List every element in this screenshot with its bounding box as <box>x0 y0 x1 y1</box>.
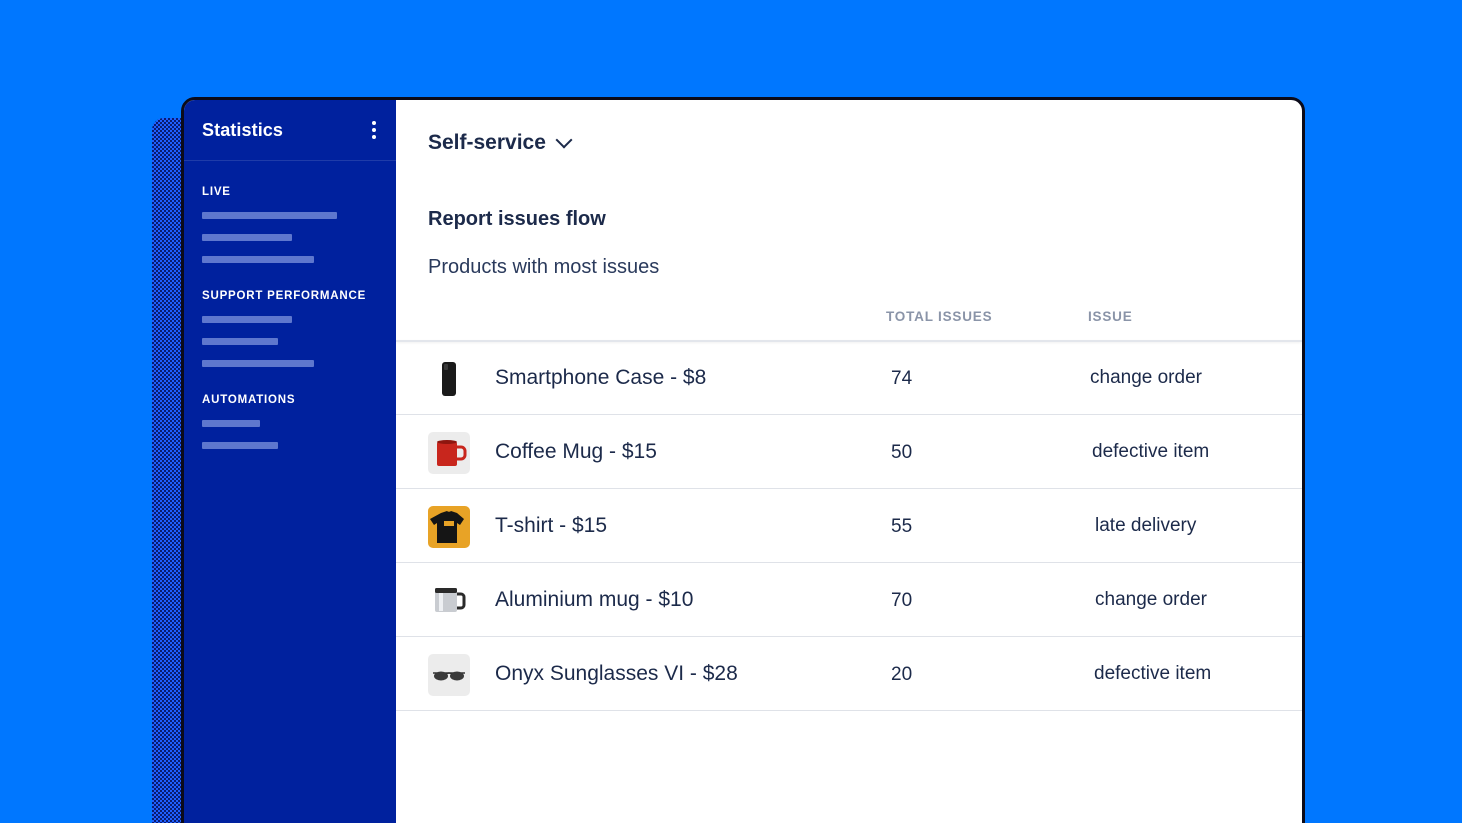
product-name: Coffee Mug - $15 <box>495 440 657 463</box>
sidebar-item-placeholder[interactable] <box>202 234 292 241</box>
phone-case-icon <box>428 358 470 400</box>
table-row[interactable]: Onyx Sunglasses VI - $28 20 defective it… <box>396 638 1302 711</box>
sidebar-item-placeholder[interactable] <box>202 420 260 427</box>
dropdown-label: Self-service <box>428 131 546 154</box>
product-name: Smartphone Case - $8 <box>495 366 707 389</box>
product-name: T-shirt - $15 <box>495 514 608 537</box>
coffee-mug-icon <box>428 432 470 474</box>
sidebar-section-label: AUTOMATIONS <box>202 394 296 406</box>
sidebar-item-placeholder[interactable] <box>202 442 278 449</box>
app-window: Statistics LIVE SUPPORT PERFORMANCE AUTO… <box>181 97 1305 823</box>
sunglasses-icon <box>428 654 470 696</box>
issue-value: late delivery <box>1095 515 1197 536</box>
sidebar-section-support-performance: SUPPORT PERFORMANCE <box>184 290 396 367</box>
sidebar: Statistics LIVE SUPPORT PERFORMANCE AUTO… <box>184 100 396 823</box>
report-subtitle: Products with most issues <box>428 256 660 278</box>
issue-value: defective item <box>1092 441 1210 462</box>
issue-value: change order <box>1090 367 1202 388</box>
sidebar-item-placeholder[interactable] <box>202 338 278 345</box>
sidebar-section-automations: AUTOMATIONS <box>184 394 396 449</box>
total-issues-value: 50 <box>891 442 913 463</box>
tshirt-icon <box>428 506 470 548</box>
column-header-issue: ISSUE <box>1088 309 1133 324</box>
total-issues-value: 70 <box>891 590 913 611</box>
column-header-total-issues: TOTAL ISSUES <box>886 309 993 324</box>
more-options-icon[interactable] <box>370 117 378 143</box>
table-row[interactable]: T-shirt - $15 55 late delivery <box>396 490 1302 563</box>
report-title: Report issues flow <box>428 208 606 230</box>
issue-value: defective item <box>1094 663 1212 684</box>
aluminium-mug-icon <box>428 580 470 622</box>
sidebar-item-placeholder[interactable] <box>202 316 292 323</box>
main-panel: Self-service Report issues flow Products… <box>396 100 1302 823</box>
chevron-down-icon <box>555 131 573 149</box>
sidebar-section-label: LIVE <box>202 186 231 198</box>
sidebar-section-live: LIVE <box>184 186 396 263</box>
total-issues-value: 20 <box>891 664 913 685</box>
product-name: Aluminium mug - $10 <box>495 588 694 611</box>
table-row[interactable]: Aluminium mug - $10 70 change order <box>396 564 1302 637</box>
sidebar-item-placeholder[interactable] <box>202 256 314 263</box>
sidebar-section-label: SUPPORT PERFORMANCE <box>202 290 367 302</box>
sidebar-item-placeholder[interactable] <box>202 360 314 367</box>
self-service-dropdown[interactable]: Self-service <box>428 131 573 155</box>
table-row[interactable]: Coffee Mug - $15 50 defective item <box>396 416 1302 489</box>
total-issues-value: 74 <box>891 368 913 389</box>
sidebar-header: Statistics <box>184 100 396 161</box>
issue-value: change order <box>1095 589 1207 610</box>
table-divider <box>396 340 1302 342</box>
sidebar-title: Statistics <box>202 119 284 140</box>
product-name: Onyx Sunglasses VI - $28 <box>495 662 738 685</box>
table-row[interactable]: Smartphone Case - $8 74 change order <box>396 342 1302 415</box>
total-issues-value: 55 <box>891 516 913 537</box>
sidebar-item-placeholder[interactable] <box>202 212 337 219</box>
